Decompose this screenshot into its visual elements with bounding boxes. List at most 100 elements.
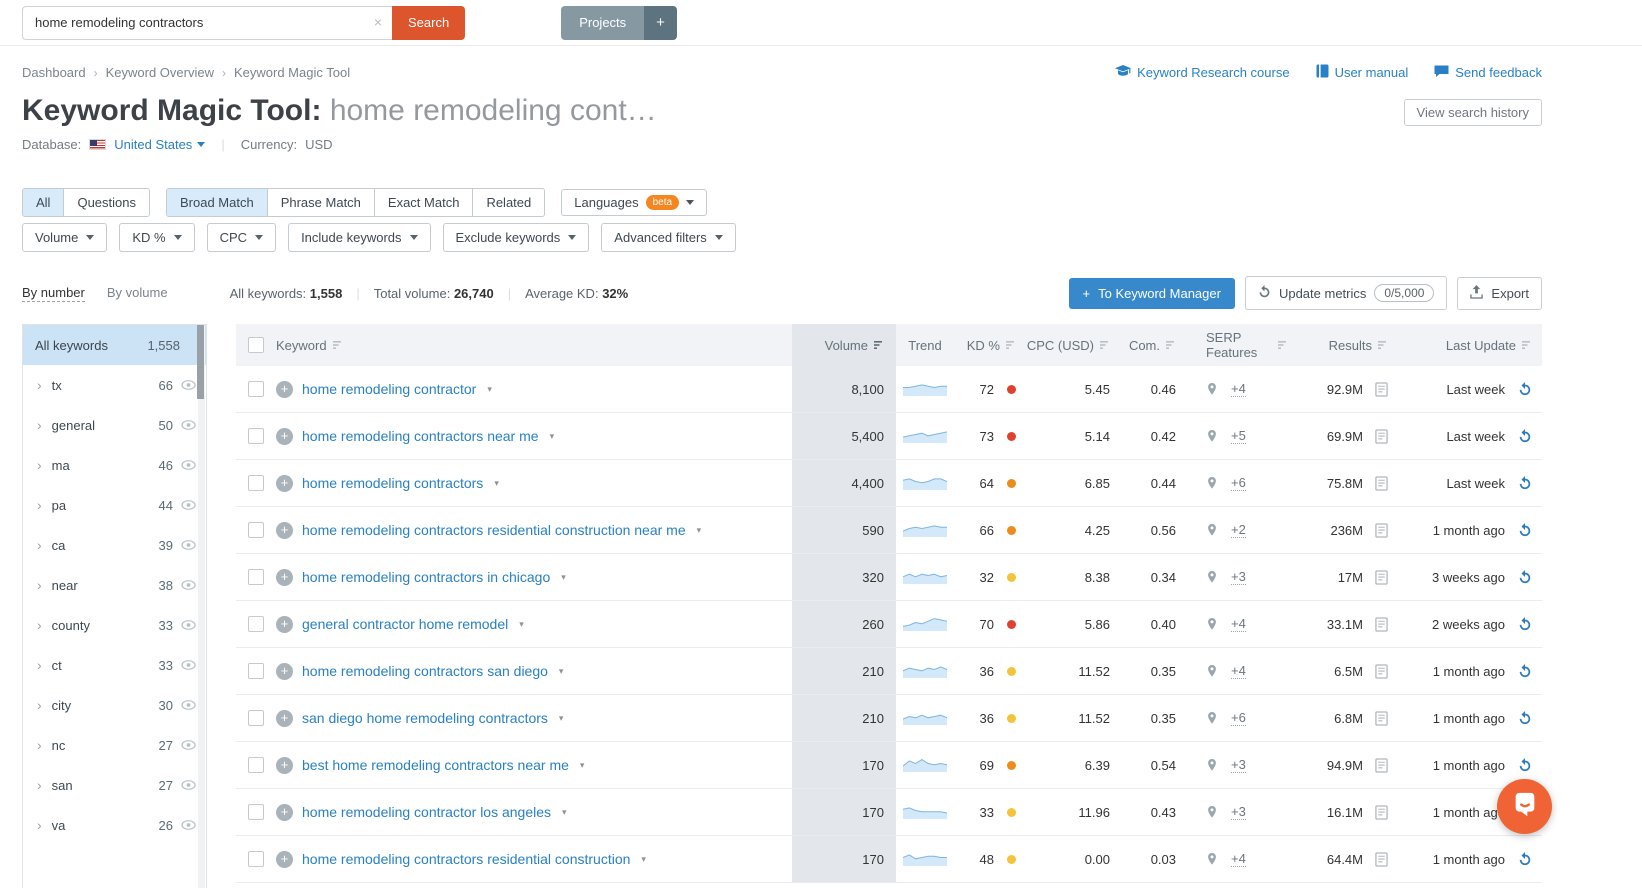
sidebar-item-county[interactable]: › county 33 bbox=[23, 605, 206, 645]
keyword-dropdown-caret-icon[interactable]: ▾ bbox=[558, 712, 564, 723]
serp-document-icon[interactable] bbox=[1375, 428, 1388, 444]
add-keyword-icon[interactable]: + bbox=[276, 474, 293, 492]
row-checkbox[interactable] bbox=[248, 663, 264, 679]
eye-icon[interactable] bbox=[181, 699, 196, 711]
add-keyword-icon[interactable]: + bbox=[276, 662, 293, 680]
keyword-link[interactable]: home remodeling contractors near me bbox=[302, 428, 539, 444]
keyword-link[interactable]: general contractor home remodel bbox=[302, 616, 509, 632]
keyword-dropdown-caret-icon[interactable]: ▾ bbox=[562, 806, 567, 817]
languages-dropdown[interactable]: Languages beta bbox=[561, 189, 708, 216]
add-keyword-icon[interactable]: + bbox=[276, 615, 293, 633]
sidebar-item-ca[interactable]: › ca 39 bbox=[23, 525, 206, 565]
column-header-results[interactable]: Results bbox=[1288, 324, 1394, 366]
keyword-dropdown-caret-icon[interactable]: ▾ bbox=[561, 571, 566, 582]
keyword-link[interactable]: san diego home remodeling contractors bbox=[302, 710, 548, 726]
row-checkbox[interactable] bbox=[248, 475, 264, 491]
serp-features-more-link[interactable]: +3 bbox=[1231, 569, 1246, 585]
send-feedback-link[interactable]: Send feedback bbox=[1434, 64, 1542, 81]
column-header-keyword[interactable]: Keyword bbox=[276, 324, 792, 366]
refresh-icon[interactable] bbox=[1518, 664, 1532, 678]
sort-by-volume-toggle[interactable]: By volume bbox=[106, 284, 168, 300]
row-checkbox[interactable] bbox=[248, 522, 264, 538]
advanced-filters-dropdown[interactable]: Advanced filters bbox=[601, 223, 736, 252]
eye-icon[interactable] bbox=[181, 739, 196, 751]
column-header-serp-features[interactable]: SERP Features bbox=[1184, 324, 1288, 366]
keyword-link[interactable]: home remodeling contractor los angeles bbox=[302, 804, 552, 820]
keyword-dropdown-caret-icon[interactable]: ▾ bbox=[641, 853, 646, 864]
projects-button[interactable]: Projects bbox=[561, 5, 645, 40]
refresh-icon[interactable] bbox=[1518, 429, 1532, 443]
tab-related[interactable]: Related bbox=[473, 189, 545, 216]
select-all-checkbox[interactable] bbox=[248, 337, 264, 353]
add-keyword-icon[interactable]: + bbox=[276, 380, 293, 398]
serp-document-icon[interactable] bbox=[1375, 381, 1388, 397]
keyword-link[interactable]: home remodeling contractors san diego bbox=[302, 663, 548, 679]
serp-features-more-link[interactable]: +2 bbox=[1231, 522, 1246, 538]
sort-by-number-toggle[interactable]: By number bbox=[22, 284, 85, 302]
keyword-research-course-link[interactable]: Keyword Research course bbox=[1115, 64, 1290, 81]
keyword-link[interactable]: home remodeling contractors residential … bbox=[302, 522, 686, 538]
breadcrumb-dashboard[interactable]: Dashboard bbox=[22, 65, 86, 80]
sidebar-item-pa[interactable]: › pa 44 bbox=[23, 485, 206, 525]
eye-icon[interactable] bbox=[181, 579, 196, 591]
serp-document-icon[interactable] bbox=[1375, 710, 1388, 726]
serp-features-more-link[interactable]: +3 bbox=[1231, 757, 1246, 773]
tab-questions[interactable]: Questions bbox=[64, 189, 149, 216]
eye-icon[interactable] bbox=[181, 819, 196, 831]
sidebar-scrollbar[interactable] bbox=[197, 325, 205, 888]
eye-icon[interactable] bbox=[181, 499, 196, 511]
add-keyword-icon[interactable]: + bbox=[276, 850, 293, 868]
breadcrumb-keyword-magic-tool[interactable]: Keyword Magic Tool bbox=[233, 65, 351, 80]
serp-features-more-link[interactable]: +5 bbox=[1231, 428, 1246, 444]
eye-icon[interactable] bbox=[181, 659, 196, 671]
row-checkbox[interactable] bbox=[248, 851, 264, 867]
eye-icon[interactable] bbox=[181, 539, 196, 551]
sidebar-item-ma[interactable]: › ma 46 bbox=[23, 445, 206, 485]
row-checkbox[interactable] bbox=[248, 757, 264, 773]
keyword-dropdown-caret-icon[interactable]: ▾ bbox=[519, 618, 524, 629]
row-checkbox[interactable] bbox=[248, 710, 264, 726]
user-manual-link[interactable]: User manual bbox=[1316, 64, 1408, 81]
add-keyword-icon[interactable]: + bbox=[276, 709, 293, 727]
row-checkbox[interactable] bbox=[248, 381, 264, 397]
add-keyword-icon[interactable]: + bbox=[276, 521, 293, 539]
serp-features-more-link[interactable]: +6 bbox=[1231, 475, 1246, 491]
sidebar-item-all-keywords[interactable]: All keywords 1,558 bbox=[23, 325, 206, 365]
column-header-last-update[interactable]: Last Update bbox=[1394, 324, 1542, 366]
sidebar-item-near[interactable]: › near 38 bbox=[23, 565, 206, 605]
keyword-dropdown-caret-icon[interactable]: ▾ bbox=[558, 665, 564, 676]
keyword-link[interactable]: best home remodeling contractors near me bbox=[302, 757, 569, 773]
sidebar-scrollbar-thumb[interactable] bbox=[197, 325, 204, 399]
search-button[interactable]: Search bbox=[392, 5, 466, 40]
sidebar-item-san[interactable]: › san 27 bbox=[23, 765, 206, 805]
add-project-button[interactable]: + bbox=[644, 5, 677, 40]
serp-document-icon[interactable] bbox=[1375, 475, 1388, 491]
refresh-icon[interactable] bbox=[1518, 523, 1532, 537]
cpc-filter-dropdown[interactable]: CPC bbox=[206, 223, 277, 252]
refresh-icon[interactable] bbox=[1518, 382, 1532, 396]
kd-filter-dropdown[interactable]: KD % bbox=[119, 223, 195, 252]
add-keyword-icon[interactable]: + bbox=[276, 756, 293, 774]
include-keywords-dropdown[interactable]: Include keywords bbox=[288, 223, 431, 252]
sidebar-item-nc[interactable]: › nc 27 bbox=[23, 725, 206, 765]
keyword-link[interactable]: home remodeling contractor bbox=[302, 381, 477, 397]
add-keyword-icon[interactable]: + bbox=[276, 568, 293, 586]
chat-widget-button[interactable] bbox=[1497, 779, 1552, 834]
tab-phrase-match[interactable]: Phrase Match bbox=[267, 189, 375, 216]
add-keyword-icon[interactable]: + bbox=[276, 803, 293, 821]
serp-document-icon[interactable] bbox=[1375, 663, 1388, 679]
keyword-dropdown-caret-icon[interactable]: ▾ bbox=[494, 477, 499, 488]
keyword-link[interactable]: home remodeling contractors bbox=[302, 475, 484, 491]
serp-document-icon[interactable] bbox=[1375, 522, 1388, 538]
serp-features-more-link[interactable]: +6 bbox=[1231, 710, 1246, 726]
refresh-icon[interactable] bbox=[1518, 617, 1532, 631]
serp-features-more-link[interactable]: +4 bbox=[1231, 663, 1246, 679]
refresh-icon[interactable] bbox=[1518, 476, 1532, 490]
serp-document-icon[interactable] bbox=[1375, 757, 1388, 773]
eye-icon[interactable] bbox=[181, 459, 196, 471]
clear-search-icon[interactable]: × bbox=[373, 13, 382, 30]
database-selector[interactable]: United States bbox=[114, 137, 206, 152]
breadcrumb-keyword-overview[interactable]: Keyword Overview bbox=[105, 65, 214, 80]
column-header-cpc[interactable]: CPC (USD) bbox=[1020, 324, 1120, 366]
refresh-icon[interactable] bbox=[1518, 852, 1532, 866]
